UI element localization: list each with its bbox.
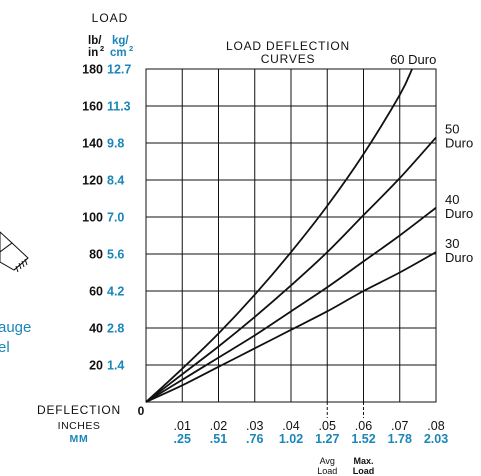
y-tick-label-kg: 2.8 bbox=[107, 322, 124, 336]
load-marker-label-line1: Max. bbox=[353, 456, 373, 466]
y-axis-title: LOAD bbox=[92, 11, 129, 25]
y-unit-lb-bottom: in bbox=[88, 47, 98, 59]
curve-group bbox=[145, 68, 437, 403]
load-marker-label-line2: Load bbox=[353, 466, 375, 476]
series-label-60-duro: 60 Duro bbox=[390, 52, 436, 67]
x-tick-label-mm: .76 bbox=[246, 432, 263, 446]
x-tick-label-in: .08 bbox=[427, 419, 444, 433]
series-label-50-duro-line2: Duro bbox=[445, 135, 473, 150]
x-tick-label-in: .06 bbox=[355, 419, 372, 433]
y-tick-label-kg: 11.3 bbox=[107, 100, 131, 114]
y-unit-kg-top: kg/ bbox=[112, 35, 129, 47]
y-tick-label-lb: 80 bbox=[89, 248, 103, 262]
y-tick-label-kg: 9.8 bbox=[107, 137, 124, 151]
y-tick-label-lb: 140 bbox=[82, 137, 103, 151]
y-tick-label-kg: 1.4 bbox=[107, 359, 124, 373]
y-unit-kg-sup: 2 bbox=[129, 44, 133, 53]
x-tick-label-mm: 1.78 bbox=[388, 432, 412, 446]
y-tick-label-kg: 12.7 bbox=[107, 63, 131, 77]
x-tick-label-mm: .25 bbox=[174, 432, 191, 446]
plot-grid bbox=[145, 68, 437, 403]
y-tick-label-kg: 8.4 bbox=[107, 174, 124, 188]
x-tick-label-mm: 2.03 bbox=[424, 432, 448, 446]
y-tick-label-kg: 7.0 bbox=[107, 211, 124, 225]
x-tick-label-in: .04 bbox=[282, 419, 299, 433]
series-label-40-duro-line1: 40 bbox=[445, 192, 459, 207]
x-tick-label-in: .03 bbox=[246, 419, 263, 433]
y-tick-label-lb: 160 bbox=[82, 100, 103, 114]
y-tick-label-kg: 5.6 bbox=[107, 248, 124, 262]
series-label-40-duro-line2: Duro bbox=[445, 206, 473, 221]
y-tick-label-lb: 40 bbox=[89, 322, 103, 336]
load-marker-label-line2: Load bbox=[317, 466, 337, 476]
y-unit-kg-bottom: cm bbox=[110, 47, 127, 59]
series-label-30-duro-line1: 30 bbox=[445, 236, 459, 251]
side-text-line2: el bbox=[0, 339, 10, 356]
x-tick-label-in: .07 bbox=[391, 419, 408, 433]
series-label-30-duro-line2: Duro bbox=[445, 250, 473, 265]
gauge-product-illustration bbox=[0, 231, 29, 273]
y-tick-label-lb: 20 bbox=[89, 359, 103, 373]
x-tick-label-mm: .51 bbox=[210, 432, 227, 446]
curve-30-duro bbox=[145, 251, 437, 403]
y-tick-label-lb: 120 bbox=[82, 174, 103, 188]
side-text-line1: auge bbox=[0, 319, 31, 336]
series-label-50-duro-line1: 50 bbox=[445, 121, 459, 136]
y-unit-lb-sup: 2 bbox=[100, 44, 104, 53]
load-marker-label-line1: Avg bbox=[320, 456, 335, 466]
x-tick-label-mm: 1.52 bbox=[351, 432, 375, 446]
x-tick-label-mm: 1.27 bbox=[315, 432, 339, 446]
y-tick-label-lb: 60 bbox=[89, 285, 103, 299]
y-tick-labels: 20 1.4 40 2.8 60 4.2 80 5.6 100 7.0 120 8.4 140 9.8 16… bbox=[82, 63, 131, 373]
x-tick-label-in: .05 bbox=[319, 419, 336, 433]
y-tick-label-kg: 4.2 bbox=[107, 285, 124, 299]
chart-title-line2: CURVES bbox=[261, 52, 316, 66]
x-tick-label-in: .02 bbox=[210, 419, 227, 433]
curve-40-duro bbox=[145, 207, 437, 403]
y-tick-label-lb: 100 bbox=[82, 211, 103, 225]
x-tick-label-in: .01 bbox=[174, 419, 191, 433]
curve-60-duro bbox=[145, 68, 413, 403]
chart-title-line1: LOAD DEFLECTION bbox=[226, 39, 350, 53]
y-tick-label-lb: 180 bbox=[82, 63, 103, 77]
x-axis-unit-inches: INCHES bbox=[58, 420, 101, 432]
x-axis-unit-mm: MM bbox=[69, 433, 88, 445]
curve-50-duro bbox=[145, 136, 437, 403]
x-axis-title: DEFLECTION bbox=[37, 403, 121, 417]
x-tick-labels: .01.25 .02.51 .03.76 .041.02 .051.27 .061.52.… bbox=[174, 419, 449, 446]
x-tick-label-mm: 1.02 bbox=[279, 432, 303, 446]
y-unit-lb-top: lb/ bbox=[88, 35, 102, 47]
origin-label: 0 bbox=[138, 404, 145, 418]
